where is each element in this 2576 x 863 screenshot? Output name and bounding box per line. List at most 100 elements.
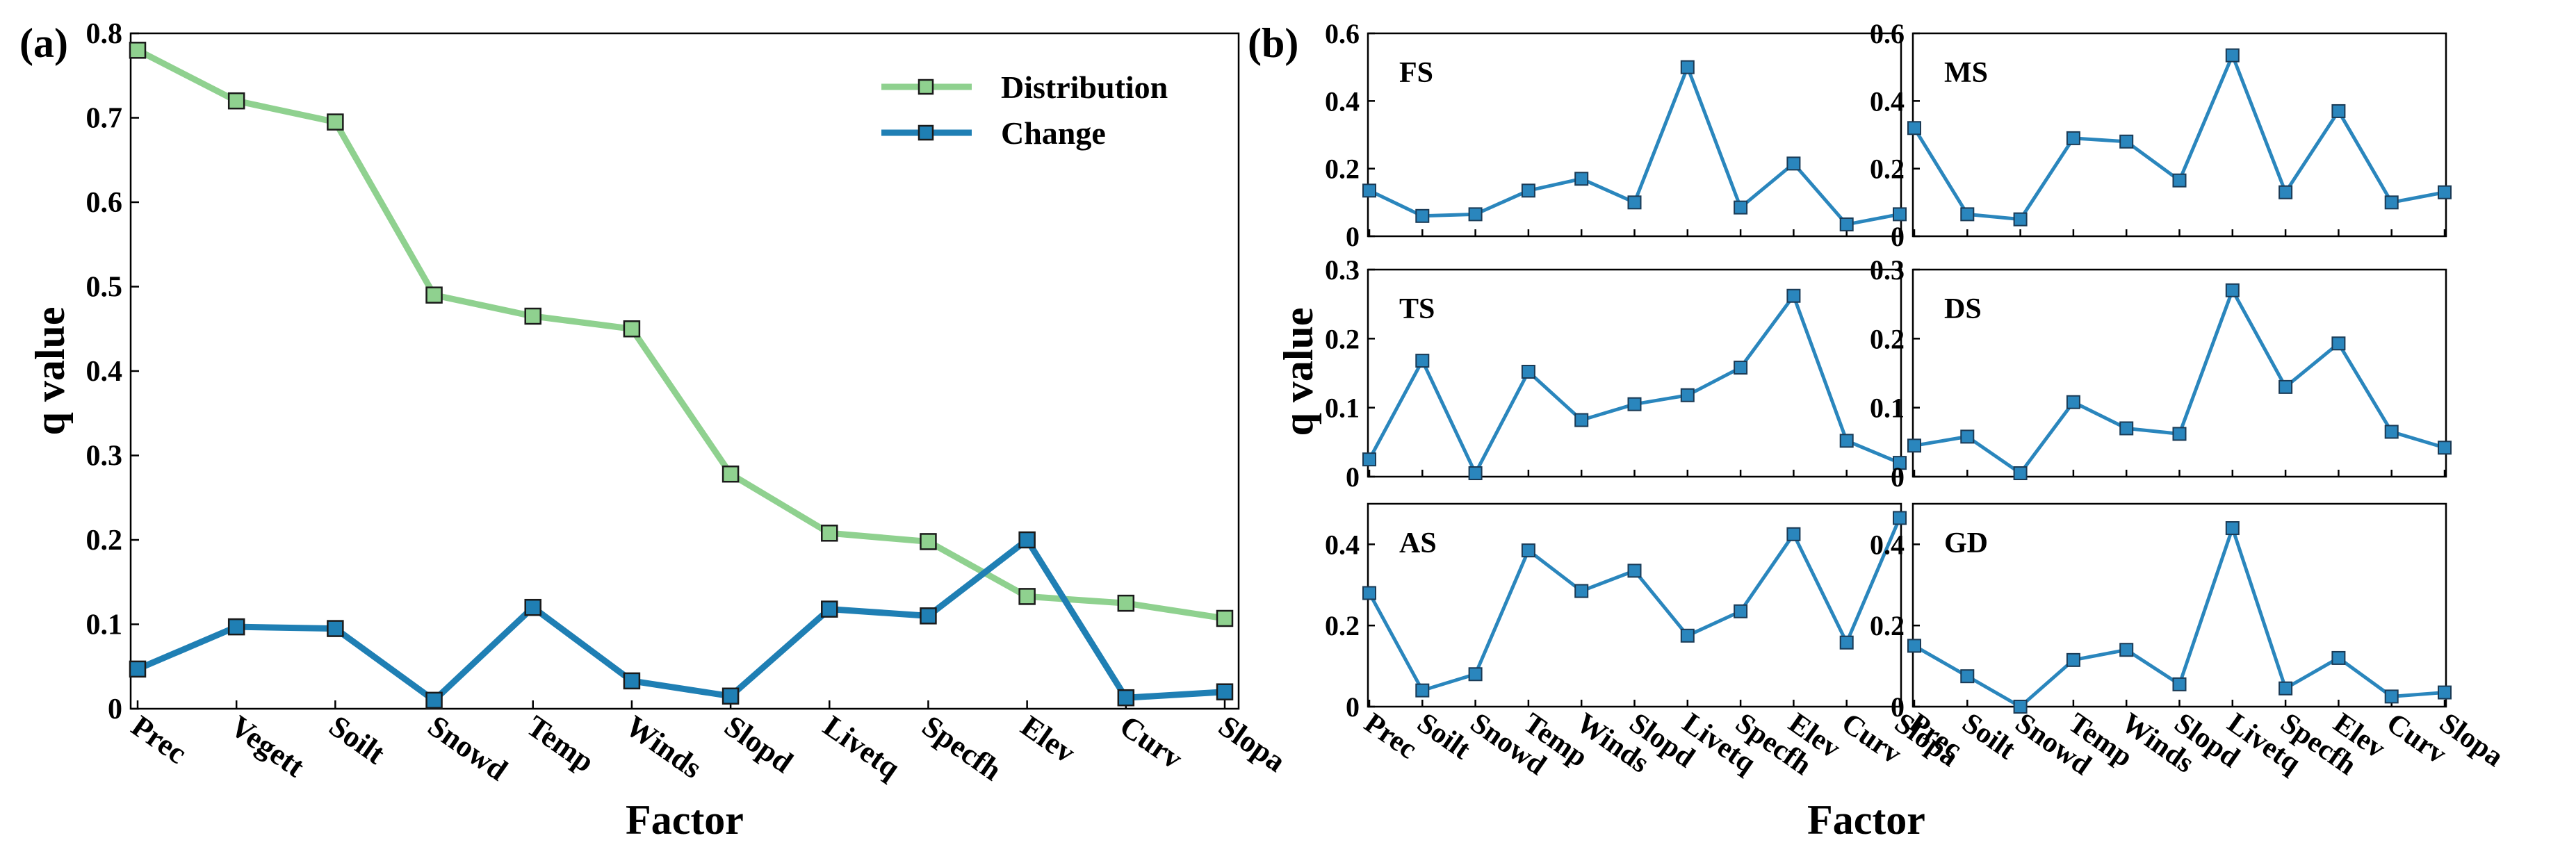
data-point-change: [821, 600, 838, 618]
subplot-data-point: [2119, 643, 2134, 657]
y-axis-title-b: q value: [1275, 307, 1321, 436]
subplot-label: TS: [1399, 293, 1435, 325]
y-tick-label-b: 0.2: [1870, 610, 1905, 641]
subplot-ds: 0 0.1 0.2 0.3 DS: [1870, 254, 2452, 493]
subplot-data-point: [1680, 628, 1695, 643]
x-tick-label-b: Slopa: [2434, 707, 2509, 773]
panel-a-label: (a): [19, 20, 68, 66]
y-tick-label-a: 0.8: [86, 18, 123, 50]
subplot-data-point: [1893, 511, 1907, 525]
subplot-label: DS: [1944, 293, 1982, 325]
subplot-label: GD: [1944, 527, 1988, 559]
subplot-data-point: [1893, 207, 1907, 222]
legend-marker: [918, 124, 934, 141]
y-tick-label-b: 0: [1346, 461, 1360, 493]
panel-b-chart: 0 0.2 0.4 0.6 FS 0 0.2 0.4 0.6 MS 0 0.1 0.2 0.3 TS 0 0.1…: [1275, 18, 2509, 843]
subplot-data-point: [2172, 173, 2187, 188]
subplot-data-point: [2438, 441, 2452, 455]
data-point-change: [129, 660, 147, 678]
subplot-data-point: [2331, 104, 2346, 118]
x-tick-label-b: Curv: [2381, 707, 2452, 771]
subplot-series-line: [1912, 54, 2445, 222]
subplot-data-point: [1839, 635, 1854, 650]
data-point-distribution: [920, 533, 937, 550]
y-axis-title-a: q value: [27, 306, 73, 435]
subplot-data-point: [1786, 527, 1801, 541]
subplot-gd: 0 0.2 0.4 GD: [1870, 502, 2452, 723]
subplot-label: MS: [1944, 57, 1988, 89]
y-tick-label-a: 0.2: [86, 525, 123, 557]
subplot-data-point: [1415, 208, 1430, 223]
subplot-data-point: [1415, 683, 1430, 698]
subplot-data-point: [1362, 586, 1376, 600]
subplot-data-point: [1960, 669, 1975, 684]
subplot-data-point: [1786, 156, 1801, 171]
y-tick-label-a: 0.7: [86, 103, 123, 135]
y-tick-label-b: 0: [1891, 221, 1905, 252]
subplot-data-point: [2119, 134, 2134, 149]
y-tick-label-a: 0.1: [86, 609, 123, 641]
subplot-data-point: [1627, 195, 1642, 210]
subplot-data-point: [1960, 207, 1975, 222]
subplot-data-point: [2225, 48, 2240, 63]
y-tick-label-b: 0.4: [1325, 85, 1360, 117]
subplot-data-point: [1907, 121, 1921, 135]
subplot-series-line: [1367, 294, 1900, 475]
x-tick-label-b: Soilt: [1412, 707, 1476, 766]
subplot-data-point: [1627, 397, 1642, 411]
subplot-data-point: [1893, 456, 1907, 470]
y-tick-label-b: 0.4: [1325, 529, 1360, 560]
subplot-ts: 0 0.1 0.2 0.3 TS: [1325, 254, 1907, 493]
data-point-change: [1018, 531, 1036, 549]
subplot-data-point: [1574, 584, 1589, 598]
data-point-change: [524, 598, 541, 616]
y-tick-label-a: 0.5: [86, 272, 123, 304]
panel-a-x-ticks: Prec Vegett Soilt Snowd Temp Winds Slopd Livetq…: [125, 700, 1292, 787]
subplot-ms: 0 0.2 0.4 0.6 MS: [1870, 18, 2452, 252]
x-tick-label-a: Curv: [1114, 709, 1189, 775]
series-line-distribution: [136, 47, 1225, 622]
data-point-change: [623, 672, 641, 690]
subplot-data-point: [1521, 543, 1535, 558]
subplot-data-point: [1839, 434, 1854, 448]
data-point-distribution: [524, 307, 541, 325]
data-point-distribution: [227, 92, 245, 110]
y-tick-label-b: 0: [1891, 461, 1905, 493]
subplot-frame: [1911, 268, 2447, 478]
subplot-frame: [1367, 502, 1902, 708]
subplot-data-point: [2066, 395, 2080, 409]
panel-b-x-ticks-left: PrecSoiltSnowdTempWindsSlopdLivetqSpecfh…: [1358, 707, 1964, 782]
data-point-distribution: [623, 320, 641, 338]
data-point-distribution: [1117, 594, 1135, 612]
subplot-data-point: [2331, 650, 2346, 665]
y-tick-label-a: 0.6: [86, 187, 123, 219]
y-tick-label-b: 0.2: [1325, 154, 1360, 185]
y-tick-label-b: 0.4: [1870, 529, 1905, 560]
y-tick-label-b: 0.6: [1870, 18, 1905, 49]
subplot-frame: [1911, 32, 2447, 238]
panel-a-y-ticks: 0 0.1 0.2 0.3 0.4 0.5 0.6 0.7 0.8: [86, 18, 139, 725]
y-tick-label-b: 0.2: [1870, 154, 1905, 185]
y-tick-label-b: 0.1: [1325, 393, 1360, 424]
data-point-distribution: [1216, 609, 1234, 627]
y-tick-label-b: 0.6: [1325, 18, 1360, 49]
series-line-change: [136, 536, 1225, 704]
panel-a-series: [129, 42, 1234, 709]
x-tick-label-a: Prec: [125, 709, 193, 771]
subplot-data-point: [2331, 336, 2346, 351]
subplot-data-point: [2119, 421, 2134, 436]
subplot-series-line: [1367, 517, 1902, 693]
y-tick-label-b: 0: [1346, 221, 1360, 252]
x-tick-label-b: Prec: [1358, 707, 1423, 766]
x-tick-label-a: Specfh: [916, 709, 1008, 787]
subplot-data-point: [1415, 354, 1430, 368]
y-tick-label-b: 0.1: [1870, 393, 1905, 424]
x-tick-label-b: Soilt: [1957, 707, 2021, 766]
y-tick-label-b: 0: [1346, 691, 1360, 723]
panel-b-label: (b): [1248, 20, 1298, 66]
subplot-data-point: [1362, 452, 1376, 467]
subplot-data-point: [2172, 427, 2187, 441]
x-tick-label-a: Livetq: [817, 709, 907, 786]
y-tick-label-b: 0.2: [1870, 323, 1905, 354]
